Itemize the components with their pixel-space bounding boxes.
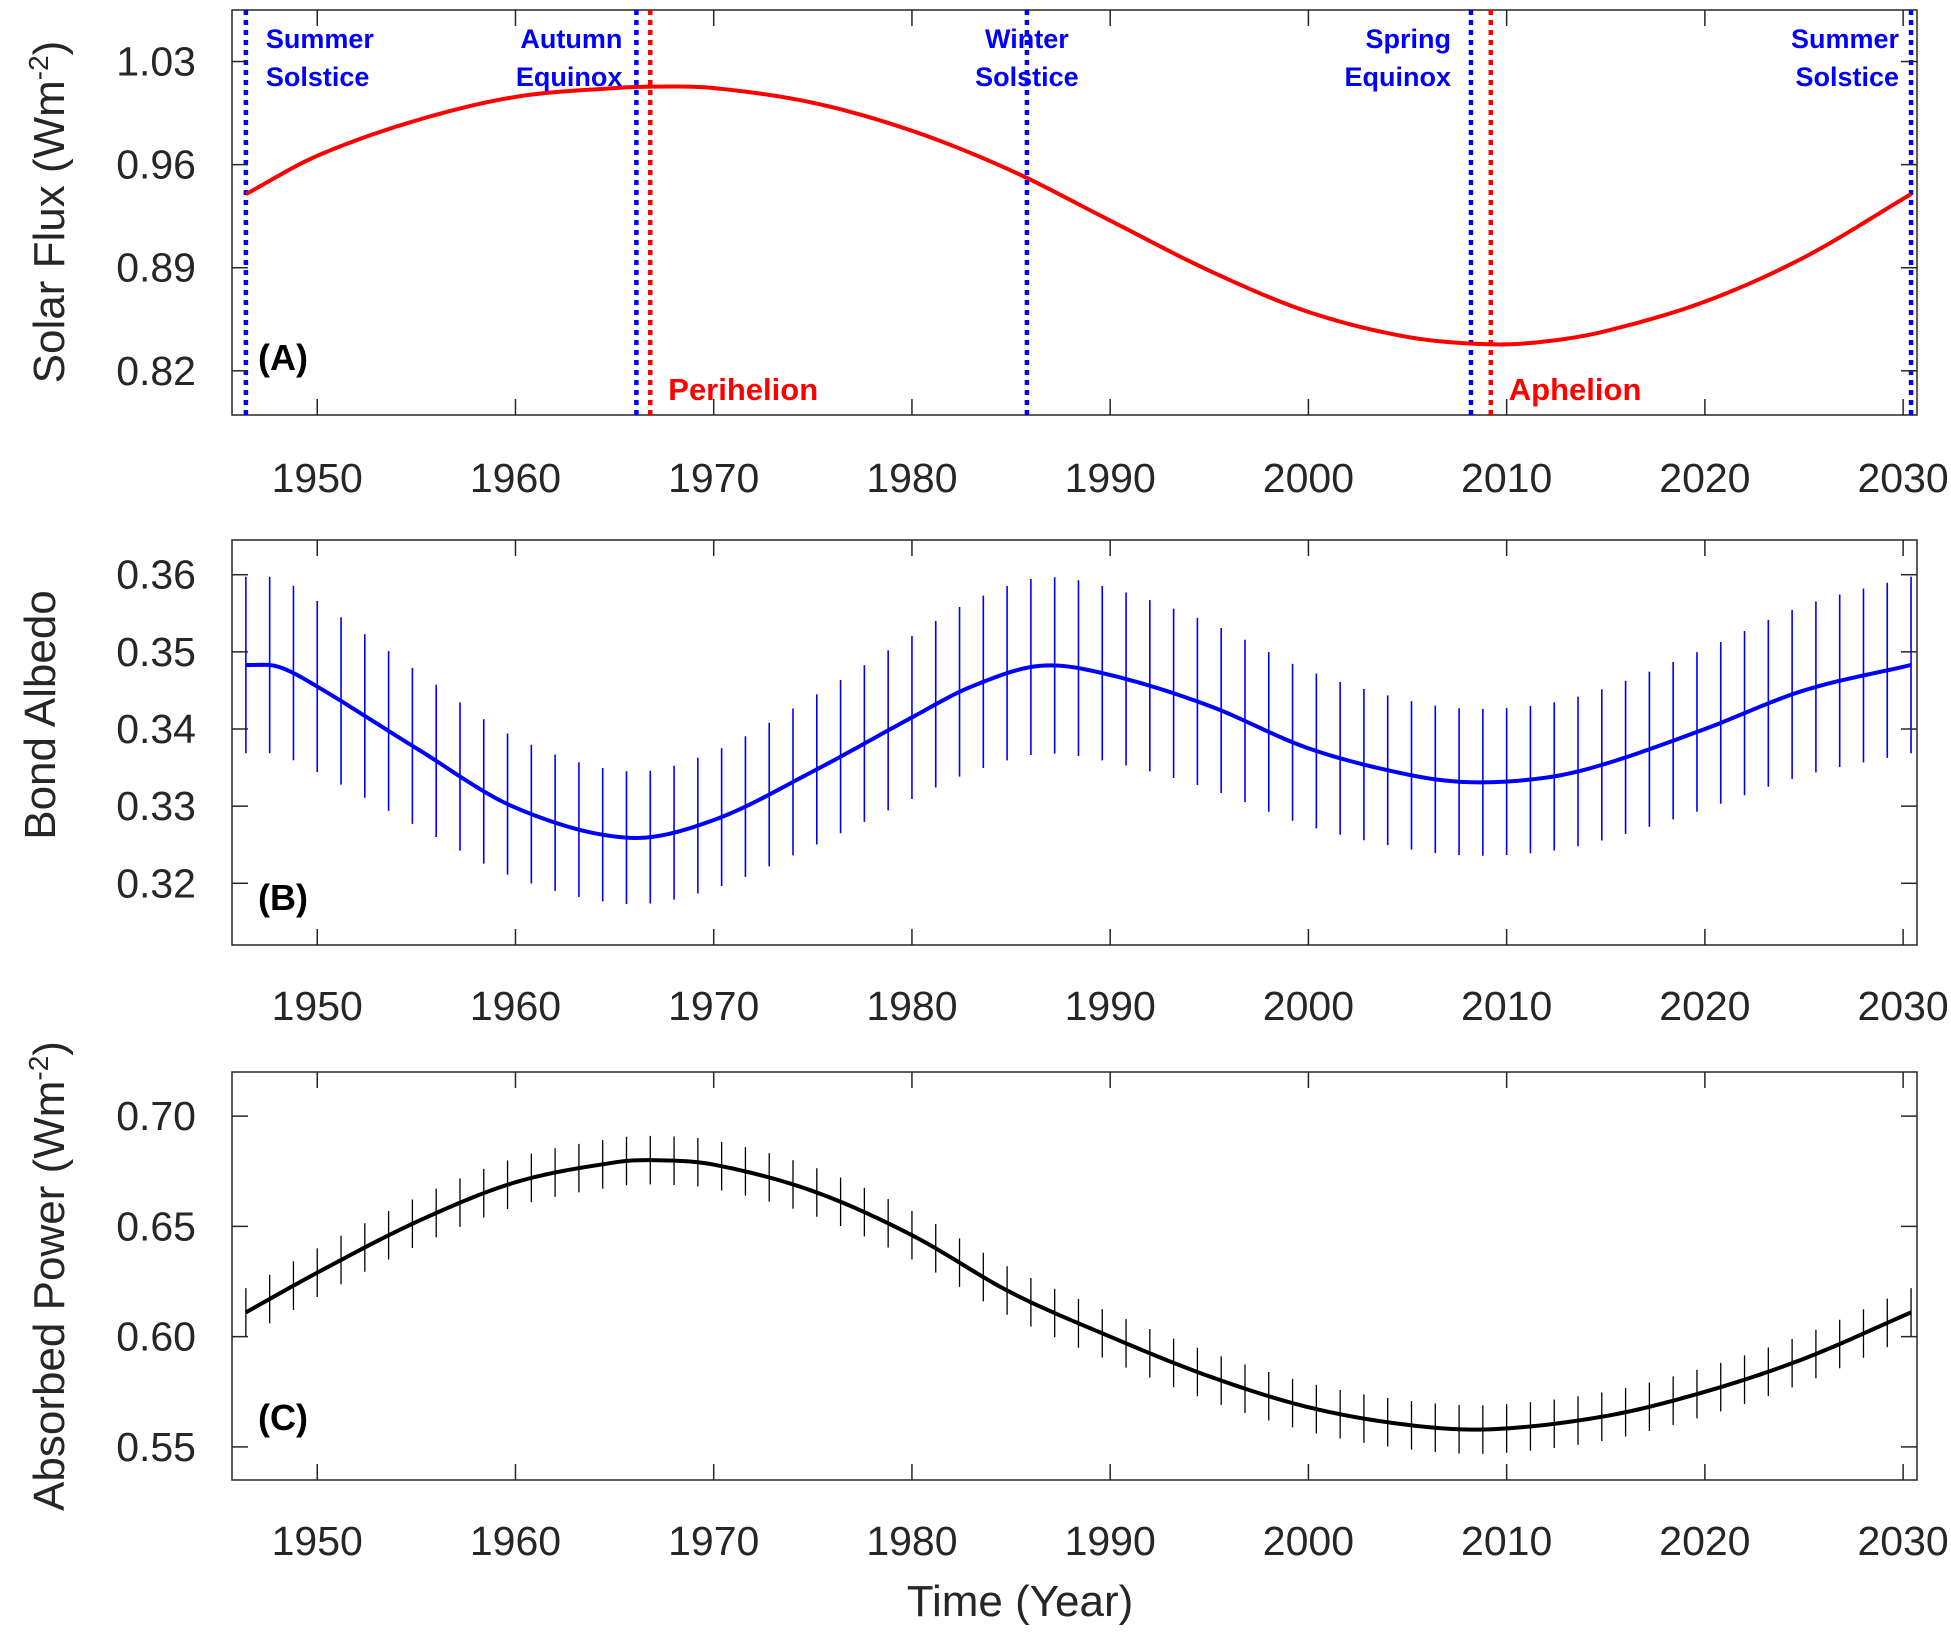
panel-a: 0.82 0.89 0.96 1.03 1950 1960 1970 1980 1990 200… <box>23 9 1949 501</box>
panel-label: (B) <box>258 877 308 918</box>
plot-frame <box>231 539 1918 946</box>
x-tick-label: 1960 <box>470 983 561 1029</box>
x-tick-label: 1990 <box>1065 1518 1156 1564</box>
y-tick-label: 0.32 <box>116 860 196 906</box>
season-event-label: Equinox <box>1344 62 1451 92</box>
x-tick-label: 2020 <box>1659 983 1750 1029</box>
x-tick-label: 1950 <box>272 455 363 501</box>
x-tick-label: 1990 <box>1065 983 1156 1029</box>
season-event-label: Autumn <box>520 24 622 54</box>
orbital-event-label: Perihelion <box>668 372 818 407</box>
x-tick-label: 1980 <box>866 983 957 1029</box>
series-line <box>244 1158 1912 1432</box>
y-axis-title: Absorbed Power (Wm-2) <box>23 1041 74 1511</box>
y-axis-title: Bond Albedo <box>16 590 65 840</box>
y-tick-label: 0.82 <box>116 348 196 394</box>
x-tick-label: 2020 <box>1659 1518 1750 1564</box>
x-tick-label: 2010 <box>1461 983 1552 1029</box>
series-line <box>245 662 1912 840</box>
x-tick-label: 2030 <box>1858 455 1949 501</box>
y-tick-label: 0.96 <box>116 142 196 188</box>
y-tick-label: 0.70 <box>116 1093 196 1139</box>
x-tick-label: 2020 <box>1659 455 1750 501</box>
season-event-label: Equinox <box>516 62 623 92</box>
x-tick-label: 2000 <box>1263 983 1354 1029</box>
y-tick-label: 0.55 <box>116 1424 196 1470</box>
x-tick-label: 1960 <box>470 1518 561 1564</box>
y-tick-label: 0.36 <box>116 552 196 598</box>
season-event-label: Solstice <box>975 62 1079 92</box>
y-tick-label: 0.60 <box>116 1314 196 1360</box>
season-event-label: Spring <box>1365 24 1451 54</box>
x-tick-label: 1970 <box>668 455 759 501</box>
x-tick-label: 2030 <box>1858 983 1949 1029</box>
x-tick-label: 2030 <box>1858 1518 1949 1564</box>
panel-c: 0.55 0.60 0.65 0.70 1950 1960 1970 1980 1990 200… <box>23 1041 1949 1564</box>
y-tick-label: 1.03 <box>116 39 196 85</box>
season-event-label: Winter <box>985 24 1069 54</box>
panel-label: (A) <box>258 337 308 378</box>
panel-b: 0.32 0.33 0.34 0.35 0.36 1950 1960 1970 1980 199… <box>16 539 1949 1029</box>
x-tick-label: 1960 <box>470 455 561 501</box>
x-tick-label: 2000 <box>1263 1518 1354 1564</box>
x-tick-label: 1980 <box>866 455 957 501</box>
panel-label: (C) <box>258 1397 308 1438</box>
y-tick-label: 0.34 <box>116 706 196 752</box>
season-event-label: Summer <box>266 24 375 54</box>
y-tick-label: 0.35 <box>116 629 196 675</box>
x-tick-label: 1950 <box>272 983 363 1029</box>
y-axis-title: Solar Flux (Wm-2) <box>23 41 74 384</box>
plot-frame <box>231 1071 1918 1481</box>
plot-frame <box>231 9 1918 416</box>
x-tick-label: 2000 <box>1263 455 1354 501</box>
y-tick-label: 0.89 <box>116 245 196 291</box>
x-tick-label: 2010 <box>1461 455 1552 501</box>
x-tick-label: 1980 <box>866 1518 957 1564</box>
y-tick-label: 0.33 <box>116 783 196 829</box>
season-event-label: Summer <box>1791 24 1900 54</box>
season-event-label: Solstice <box>266 62 370 92</box>
x-tick-label: 1970 <box>668 1518 759 1564</box>
orbital-event-label: Aphelion <box>1509 372 1642 407</box>
x-tick-label: 1990 <box>1065 455 1156 501</box>
x-tick-label: 2010 <box>1461 1518 1552 1564</box>
x-tick-label: 1970 <box>668 983 759 1029</box>
season-event-label: Solstice <box>1796 62 1900 92</box>
x-axis-title: Time (Year) <box>907 1577 1134 1626</box>
series-line <box>244 84 1913 347</box>
y-tick-label: 0.65 <box>116 1203 196 1249</box>
x-tick-label: 1950 <box>272 1518 363 1564</box>
